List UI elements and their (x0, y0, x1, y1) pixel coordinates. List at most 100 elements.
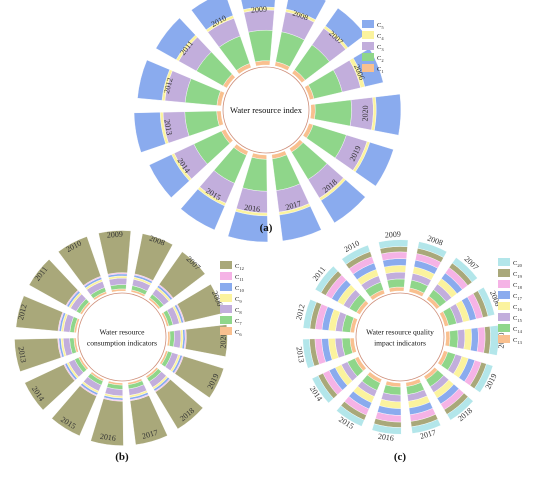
bar-c5-2008 (285, 0, 327, 20)
bar-c2-2016 (242, 157, 268, 192)
bar-c5-2014 (148, 154, 190, 198)
legend-label-c6: C6 (235, 329, 242, 337)
bar-c2-2009 (248, 30, 273, 63)
legend-label-c17: C17 (513, 293, 523, 301)
bar-c5-2010 (191, 0, 234, 31)
bar-c5-2018 (320, 179, 366, 224)
year-label-2009: 2009 (251, 5, 268, 15)
inner-circle (355, 292, 445, 382)
bar-c20-2007 (451, 257, 478, 283)
bar-c14-2020 (448, 329, 459, 349)
bars (14, 230, 228, 446)
legend-swatch-c3 (362, 42, 374, 50)
bar-c13-2020 (444, 330, 451, 347)
bar-c12-2009 (98, 230, 132, 275)
legend-label-c7: C7 (235, 318, 242, 326)
bar-c1-2020 (309, 103, 316, 120)
bar-c5-2007 (325, 7, 366, 48)
legend-swatch-c2 (362, 53, 374, 61)
legend: C12 C11 C10 C9 C8 C7 C6 (220, 261, 245, 337)
bar-c12-2020 (184, 324, 228, 357)
bar-c2-2017 (271, 154, 301, 191)
legend-label-c3: C3 (377, 44, 384, 52)
legend-swatch-c1 (362, 64, 374, 72)
bar-c20-2018 (446, 396, 474, 421)
bar-c12-2016 (90, 398, 124, 446)
year-label-2013: 2013 (294, 346, 306, 363)
inner-circle (222, 66, 310, 154)
year-label-2020: 2020 (218, 332, 228, 348)
legend-label-c20: C20 (513, 260, 523, 268)
legend-swatch-c15 (498, 313, 510, 321)
bar-c5-2019 (355, 141, 394, 187)
bar-c12-2015 (51, 385, 97, 437)
bar-c5-2020 (374, 93, 402, 136)
bar-c18-2020 (476, 326, 486, 354)
bar-c12-2013 (14, 338, 62, 372)
legend-swatch-c20 (498, 258, 510, 266)
year-label-2016: 2016 (99, 432, 116, 443)
bar-c12-2018 (155, 379, 204, 430)
center-label: consumption indicators (87, 339, 157, 348)
legend-swatch-c4 (362, 31, 374, 39)
bar-c12-2012 (15, 295, 63, 332)
bar-c20-2016 (371, 423, 402, 435)
bar-c12-2006 (177, 283, 223, 323)
legend-label-c13: C13 (513, 337, 523, 345)
legend-swatch-c8 (220, 305, 232, 313)
legend-label-c12: C12 (235, 263, 244, 271)
legend-swatch-c11 (220, 272, 232, 280)
year-label-2013: 2013 (16, 346, 28, 363)
bar-c17-2020 (470, 327, 479, 352)
panel-label: (b) (115, 451, 129, 463)
center-label: impact indicators (374, 339, 426, 348)
bar-c20-2006 (477, 286, 495, 317)
panel-a: Water resource index20062007200820092010… (133, 0, 402, 243)
bar-c5-2012 (137, 59, 170, 101)
bar-c20-2010 (341, 244, 371, 265)
bar-c20-2011 (314, 265, 339, 294)
legend-swatch-c13 (498, 335, 510, 343)
bar-c12-2011 (28, 259, 79, 306)
bar-c5-2016 (227, 211, 268, 243)
bars (133, 0, 402, 243)
bar-c7-2020 (169, 330, 175, 348)
legend-swatch-c19 (498, 269, 510, 277)
year-label-2017: 2017 (284, 199, 302, 212)
bar-c12-2010 (58, 236, 102, 286)
bar-c12-2007 (158, 251, 206, 299)
legend-label-c5: C5 (377, 22, 384, 30)
bar-c15-2009 (385, 271, 406, 281)
bar-c5-2013 (133, 112, 166, 153)
bar-c20-2009 (378, 239, 409, 249)
legend-swatch-c14 (498, 324, 510, 332)
bar-c20-2017 (411, 418, 442, 434)
bars (302, 239, 499, 435)
year-label-2012: 2012 (294, 303, 307, 321)
bar-c2-2013 (184, 110, 220, 137)
legend-swatch-c17 (498, 291, 510, 299)
bar-c5-2015 (180, 188, 226, 231)
bar-c5-2017 (279, 205, 322, 242)
legend-label-c16: C16 (513, 304, 523, 312)
bar-c20-2013 (302, 338, 315, 369)
center-label: Water resource quality (366, 328, 434, 337)
panel-c: Water resource quality impact indicators 2… (294, 230, 523, 463)
legend: C20 C19 C18 C17 C16 C15 C14 C13 (498, 258, 523, 345)
legend: C5 C4 C3 C2 C1 (362, 20, 384, 74)
bar-c2-2012 (184, 78, 221, 106)
bar-c5-2011 (155, 17, 196, 60)
bar-c12-2008 (134, 233, 173, 281)
panel-label: (c) (394, 451, 407, 463)
bar-c2-2020 (314, 99, 352, 127)
year-label-2016: 2016 (377, 432, 394, 443)
bar-c14-2009 (386, 278, 406, 289)
inner-circle (77, 292, 167, 382)
legend-label-c19: C19 (513, 271, 523, 279)
year-label-2009: 2009 (385, 230, 402, 240)
center-label: Water resource (100, 328, 146, 337)
center-label: Water resource index (230, 105, 303, 115)
year-label-2017: 2017 (141, 428, 159, 441)
